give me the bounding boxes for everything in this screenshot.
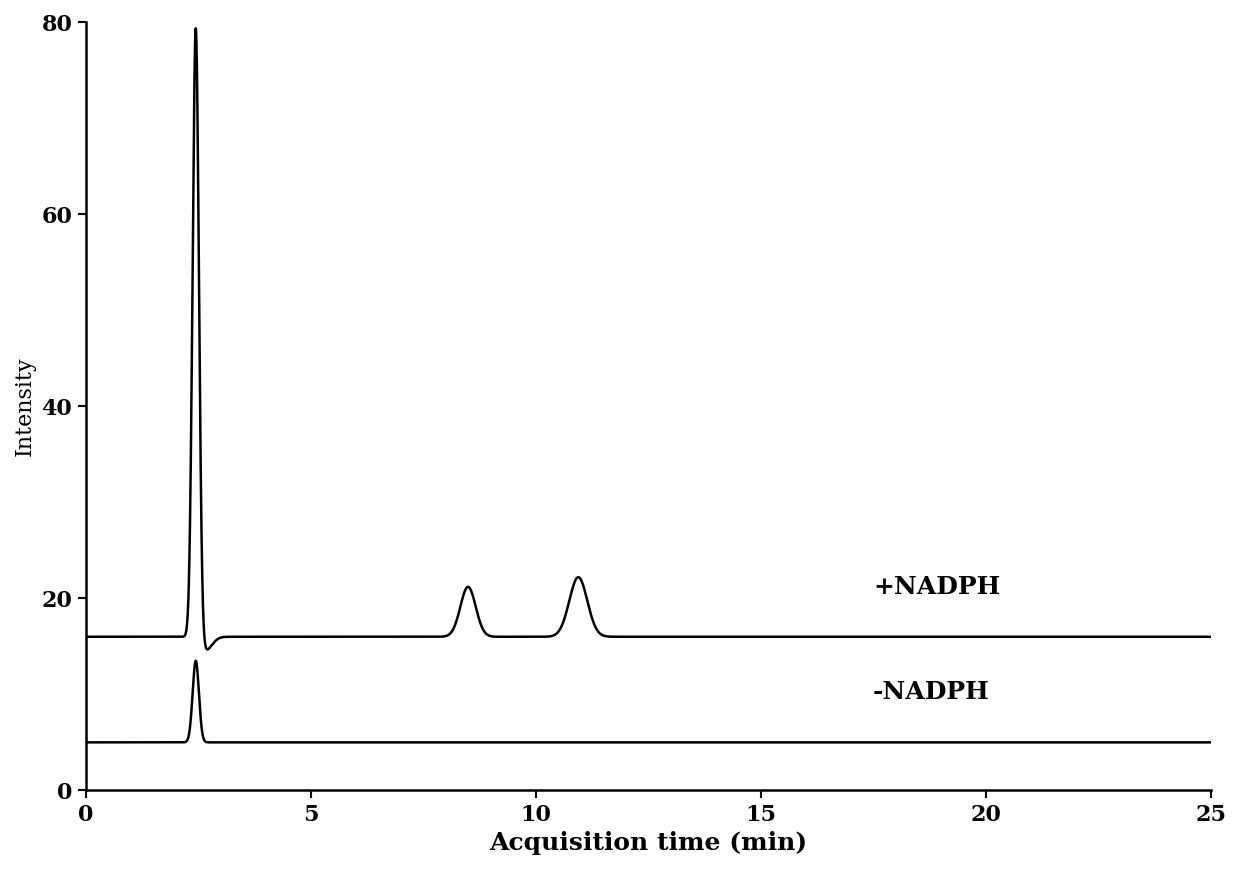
- Y-axis label: Intensity: Intensity: [14, 356, 36, 456]
- X-axis label: Acquisition time (min): Acquisition time (min): [489, 831, 807, 855]
- Text: +NADPH: +NADPH: [873, 574, 1001, 599]
- Text: -NADPH: -NADPH: [873, 680, 990, 704]
